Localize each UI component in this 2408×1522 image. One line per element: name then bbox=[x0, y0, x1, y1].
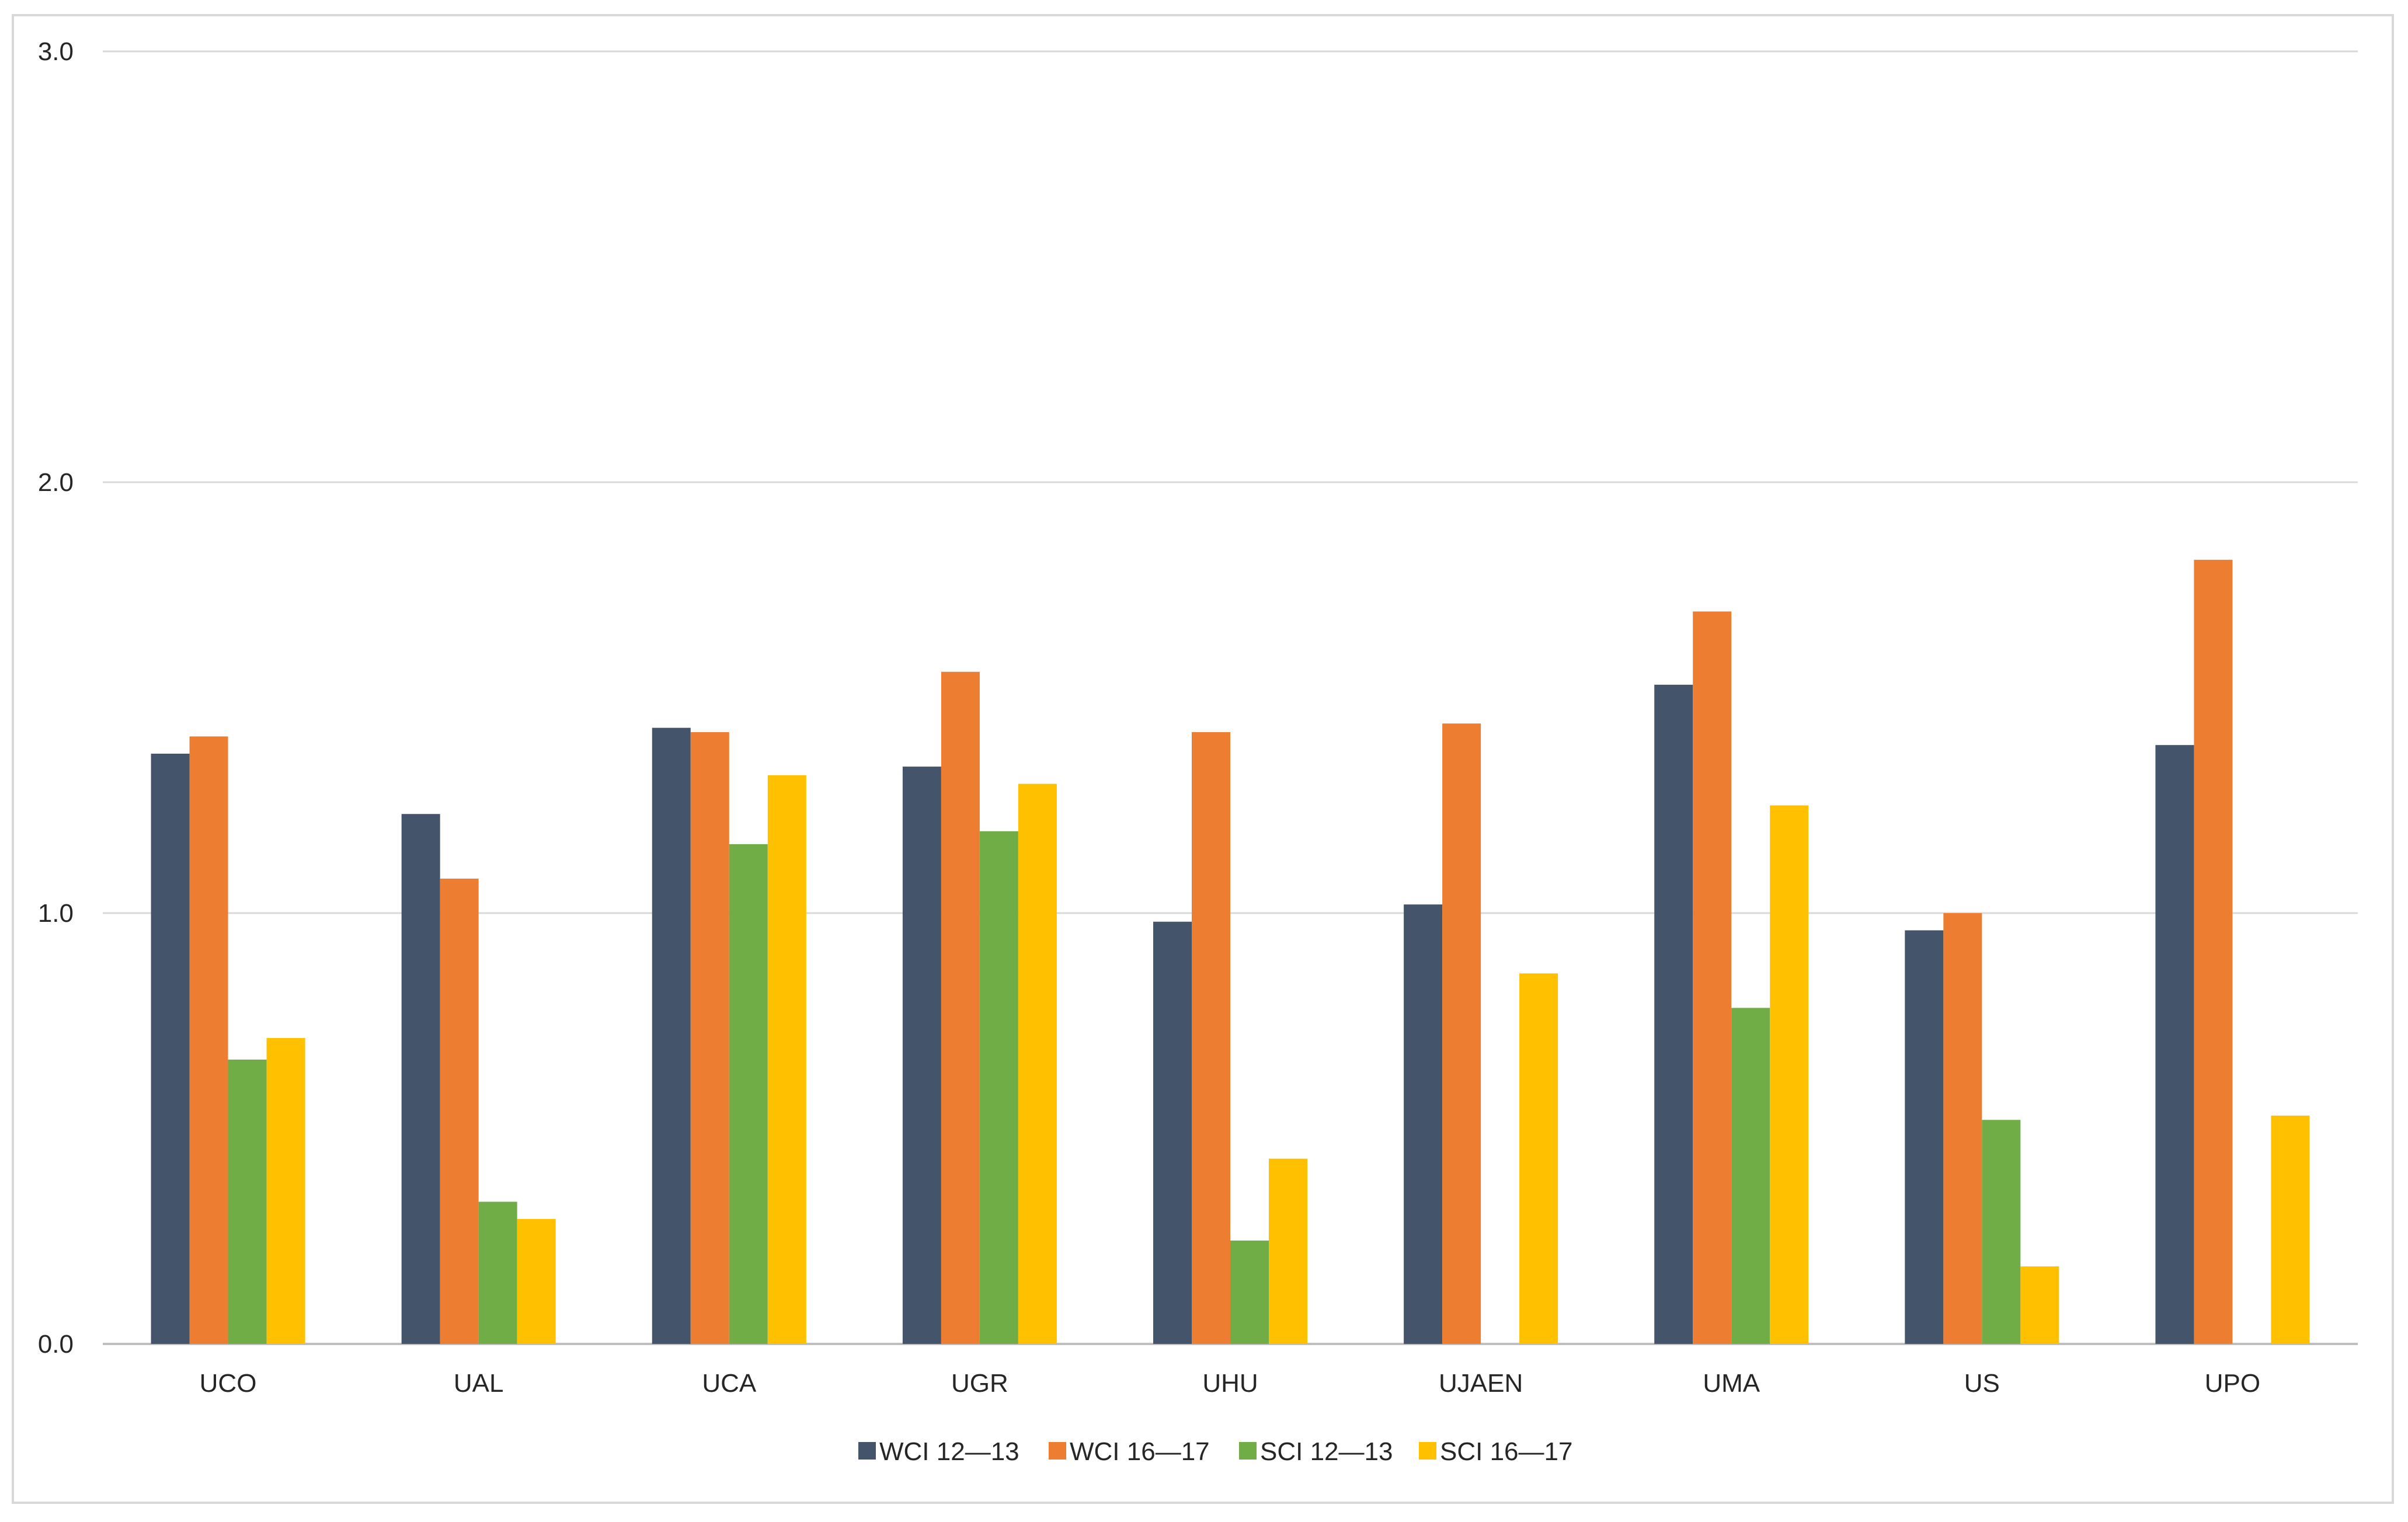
bar-ujaen-series-3 bbox=[1519, 973, 1558, 1344]
legend-swatch bbox=[1049, 1442, 1066, 1460]
bar-ugr-series-1 bbox=[941, 671, 980, 1344]
bar-ual-series-3 bbox=[517, 1218, 556, 1344]
x-tick-label: UCO bbox=[200, 1369, 257, 1398]
legend-label: SCI 16—17 bbox=[1440, 1437, 1572, 1466]
bar-ugr-series-2 bbox=[979, 831, 1018, 1344]
legend-label: SCI 12—13 bbox=[1260, 1437, 1393, 1466]
bar-ual-series-2 bbox=[478, 1201, 517, 1344]
bar-upo-series-0 bbox=[2155, 745, 2194, 1344]
bar-uma-series-1 bbox=[1693, 611, 1732, 1344]
x-tick-label: UGR bbox=[951, 1369, 1008, 1398]
y-tick-label: 3.0 bbox=[38, 37, 74, 66]
bar-uco-series-3 bbox=[266, 1038, 305, 1344]
x-tick-label: UJAEN bbox=[1439, 1369, 1523, 1398]
bar-uma-series-0 bbox=[1654, 684, 1693, 1344]
bar-uhu-series-0 bbox=[1153, 921, 1192, 1344]
bar-ujaen-series-0 bbox=[1404, 904, 1443, 1344]
x-tick-label: UAL bbox=[454, 1369, 504, 1398]
legend-swatch bbox=[858, 1442, 876, 1460]
bar-uhu-series-2 bbox=[1230, 1240, 1269, 1344]
bar-us-series-3 bbox=[2020, 1266, 2059, 1344]
bar-uma-series-3 bbox=[1770, 805, 1809, 1344]
legend-swatch bbox=[1419, 1442, 1436, 1460]
x-tick-label: UCA bbox=[702, 1369, 757, 1398]
y-tick-label: 1.0 bbox=[38, 899, 74, 928]
bar-uco-series-2 bbox=[228, 1059, 267, 1344]
x-tick-label: UMA bbox=[1703, 1369, 1760, 1398]
bar-upo-series-3 bbox=[2271, 1115, 2310, 1344]
x-tick-label: US bbox=[1964, 1369, 2000, 1398]
bar-uca-series-0 bbox=[652, 727, 691, 1344]
bar-ugr-series-0 bbox=[902, 767, 941, 1344]
bar-us-series-2 bbox=[1982, 1120, 2021, 1344]
legend: WCI 12—13 WCI 16—17 SCI 12—13 SCI 16—17 bbox=[858, 1437, 1572, 1466]
x-tick-label: UPO bbox=[2205, 1369, 2260, 1398]
bar-uhu-series-3 bbox=[1269, 1158, 1307, 1344]
y-axis-ticks: 0.0 1.0 2.0 3.0 bbox=[38, 37, 74, 1359]
y-tick-label: 2.0 bbox=[38, 468, 74, 497]
bar-ujaen-series-1 bbox=[1442, 723, 1481, 1344]
bar-ual-series-1 bbox=[440, 878, 479, 1344]
bar-uhu-series-1 bbox=[1192, 732, 1230, 1344]
legend-label: WCI 16—17 bbox=[1070, 1437, 1210, 1466]
x-axis-ticks: UCO UAL UCA UGR UHU UJAEN UMA US UPO bbox=[200, 1369, 2260, 1398]
bar-uca-series-3 bbox=[767, 775, 806, 1344]
bar-uco-series-0 bbox=[151, 753, 190, 1344]
bars bbox=[151, 559, 2310, 1344]
bar-uma-series-2 bbox=[1731, 1008, 1770, 1344]
bar-uca-series-1 bbox=[690, 732, 729, 1344]
legend-label: WCI 12—13 bbox=[879, 1437, 1019, 1466]
x-tick-label: UHU bbox=[1202, 1369, 1258, 1398]
bar-us-series-0 bbox=[1905, 930, 1944, 1344]
bar-ugr-series-3 bbox=[1018, 783, 1057, 1344]
bar-us-series-1 bbox=[1943, 913, 1982, 1344]
bar-upo-series-1 bbox=[2194, 559, 2233, 1344]
y-tick-label: 0.0 bbox=[38, 1330, 74, 1359]
bar-uco-series-1 bbox=[189, 736, 228, 1344]
bar-ual-series-0 bbox=[401, 814, 440, 1344]
legend-swatch bbox=[1239, 1442, 1257, 1460]
bar-uca-series-2 bbox=[729, 844, 768, 1344]
